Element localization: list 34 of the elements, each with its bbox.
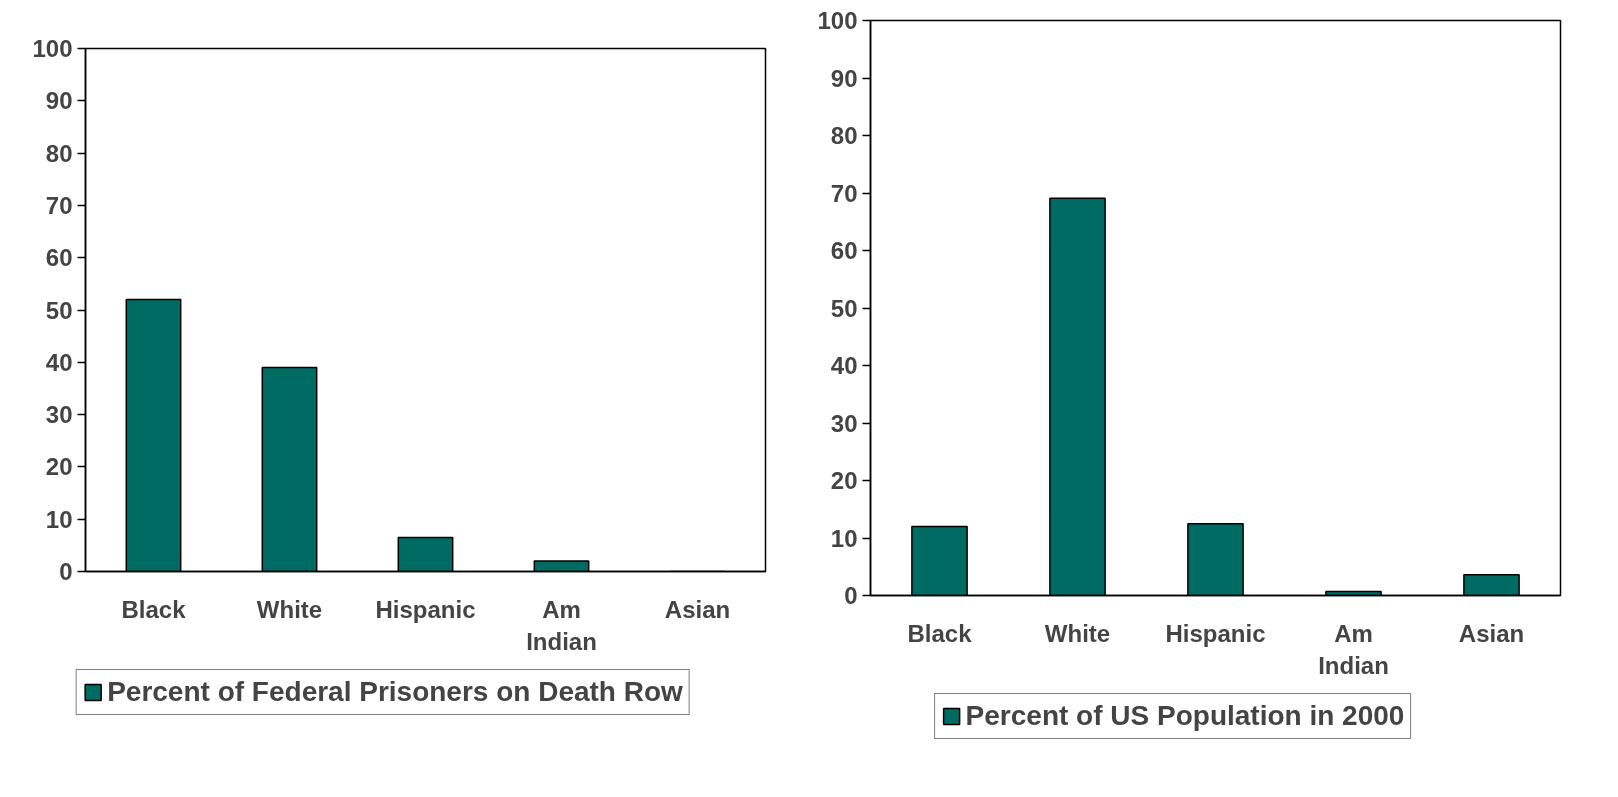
x-tick-label: Hispanic [375,595,476,623]
x-tick-label: Black [907,619,973,647]
y-tick-label: 30 [45,401,73,429]
x-tick-label: White [256,595,323,623]
y-tick-label: 70 [830,179,858,207]
x-tick-label: White [1044,619,1111,647]
legend-label: Percent of US Population in 2000 [965,700,1405,732]
x-tick-label: Asian [664,595,731,623]
y-tick-label: 0 [844,582,858,609]
y-tick-label: 50 [45,296,73,324]
x-tick-label: Hispanic [1165,619,1266,647]
y-tick-label: 80 [830,122,858,149]
y-tick-label: 90 [45,87,73,115]
y-tick-label: 10 [830,524,858,552]
y-tick-label: 0 [59,558,73,585]
y-tick-label: 100 [32,35,73,62]
y-tick-label: 80 [45,139,73,167]
y-tick-label: 40 [830,352,858,379]
y-tick-label: 10 [45,505,73,533]
legend-label: Percent of Federal Prisoners on Death Row [107,676,683,708]
x-tick-label: Am Indian [1318,619,1389,679]
y-tick-label: 20 [45,453,73,481]
y-tick-label: 30 [830,409,858,437]
y-tick-label: 90 [830,64,858,92]
y-tick-label: 50 [830,294,858,322]
y-tick-label: 100 [817,7,858,34]
x-tick-label: Am Indian [526,595,597,655]
x-tick-label: Black [121,595,187,623]
y-tick-label: 20 [830,467,858,494]
y-tick-label: 60 [830,237,858,264]
x-tick-label: Asian [1458,619,1525,647]
y-tick-label: 60 [45,244,73,272]
y-tick-label: 40 [45,348,73,376]
y-tick-label: 70 [45,191,73,219]
